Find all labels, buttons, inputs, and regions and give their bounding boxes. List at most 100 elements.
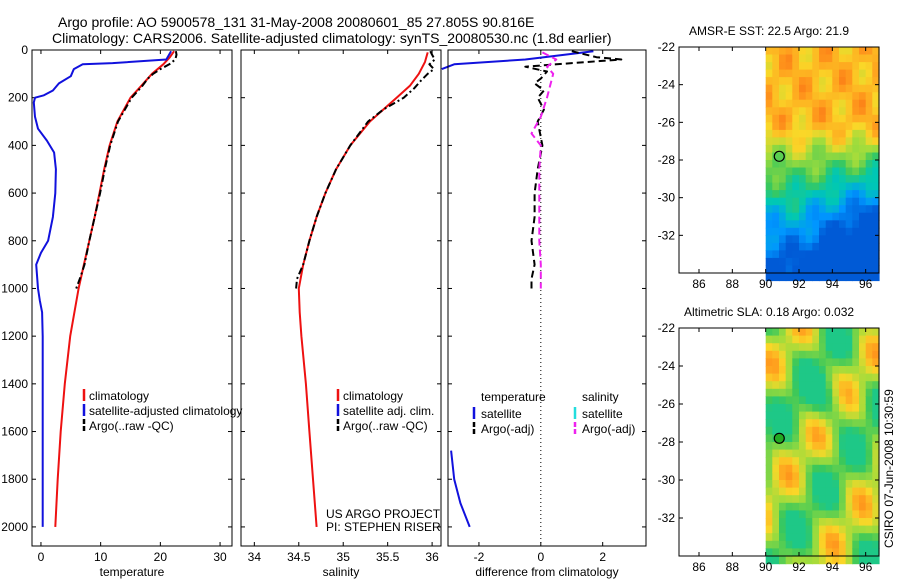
map-cell xyxy=(872,518,880,527)
map-cell xyxy=(779,182,787,191)
map-cell xyxy=(859,54,867,63)
map-cell xyxy=(852,457,860,466)
map-cell xyxy=(872,548,880,557)
map-cell xyxy=(852,343,860,352)
map-cell xyxy=(792,426,800,435)
map-cell xyxy=(852,77,860,86)
map-cell xyxy=(765,442,773,451)
map-cell xyxy=(779,502,787,511)
map-cell xyxy=(845,396,853,405)
map-cell xyxy=(799,411,807,420)
map-cell xyxy=(812,227,820,236)
map-cell xyxy=(819,358,827,367)
map-cell xyxy=(852,257,860,266)
map-cell xyxy=(792,137,800,146)
map-cell xyxy=(805,442,813,451)
map-cell xyxy=(832,366,840,375)
map-cell xyxy=(819,152,827,161)
map-cell xyxy=(852,480,860,489)
map-cell xyxy=(872,265,880,274)
map-cell xyxy=(859,366,867,375)
map-cell xyxy=(832,107,840,116)
map-cell xyxy=(852,84,860,93)
map-cell xyxy=(859,197,867,206)
map-cell xyxy=(805,107,813,116)
map-cell xyxy=(765,350,773,359)
map-cell xyxy=(872,525,880,534)
map-cell xyxy=(845,518,853,527)
map-cell xyxy=(872,273,880,282)
map-cell xyxy=(779,220,787,229)
map-cell xyxy=(865,358,873,367)
map-cell xyxy=(765,92,773,101)
map-cell xyxy=(799,122,807,131)
map-cell xyxy=(799,265,807,274)
map-cell xyxy=(872,411,880,420)
map-cell xyxy=(839,122,847,131)
map-cell xyxy=(765,540,773,549)
x-tick-label: 88 xyxy=(726,560,740,574)
map-cell xyxy=(772,77,780,86)
map-cell xyxy=(852,175,860,184)
map-cell xyxy=(812,137,820,146)
map-cell xyxy=(845,220,853,229)
map-cell xyxy=(765,495,773,504)
map-cell xyxy=(805,426,813,435)
map-cell xyxy=(845,442,853,451)
map-cell xyxy=(812,381,820,390)
map-cell xyxy=(819,556,827,565)
map-cell xyxy=(865,167,873,176)
map-cell xyxy=(785,250,793,259)
map-cell xyxy=(779,69,787,78)
map-cell xyxy=(765,122,773,131)
map-cell xyxy=(785,449,793,458)
map-cell xyxy=(865,137,873,146)
map-cell xyxy=(785,54,793,63)
map-cell xyxy=(872,205,880,214)
map-cell xyxy=(859,396,867,405)
map-cell xyxy=(852,265,860,274)
map-cell xyxy=(865,273,873,282)
map-cell xyxy=(772,137,780,146)
map-cell xyxy=(825,273,833,282)
map-cell xyxy=(812,533,820,542)
map-cell xyxy=(812,540,820,549)
map-cell xyxy=(859,358,867,367)
map-cell xyxy=(779,335,787,344)
map-cell xyxy=(765,197,773,206)
map-cell xyxy=(772,502,780,511)
map-cell xyxy=(805,160,813,169)
map-cell xyxy=(872,434,880,443)
map-cell xyxy=(825,350,833,359)
map-cell xyxy=(839,510,847,519)
series-line-black xyxy=(524,50,623,289)
map-cell xyxy=(779,472,787,481)
map-cell xyxy=(825,167,833,176)
map-cell xyxy=(785,366,793,375)
map-cell xyxy=(765,137,773,146)
map-cell xyxy=(779,197,787,206)
map-cell xyxy=(799,525,807,534)
map-cell xyxy=(859,404,867,413)
map-cell xyxy=(872,358,880,367)
map-cell xyxy=(772,250,780,259)
map-cell xyxy=(799,480,807,489)
map-cell xyxy=(845,350,853,359)
map-cell xyxy=(812,54,820,63)
map-cell xyxy=(799,242,807,251)
map-cell xyxy=(832,442,840,451)
map-cell xyxy=(799,137,807,146)
map-cell xyxy=(845,434,853,443)
map-cell xyxy=(772,411,780,420)
map-cell xyxy=(839,442,847,451)
map-cell xyxy=(779,265,787,274)
map-cell xyxy=(832,160,840,169)
map-cell xyxy=(839,388,847,397)
map-cell xyxy=(839,396,847,405)
map-cell xyxy=(865,548,873,557)
map-cell xyxy=(839,350,847,359)
map-cell xyxy=(765,77,773,86)
map-cell xyxy=(865,92,873,101)
map-cell xyxy=(832,190,840,199)
map-cell xyxy=(779,480,787,489)
